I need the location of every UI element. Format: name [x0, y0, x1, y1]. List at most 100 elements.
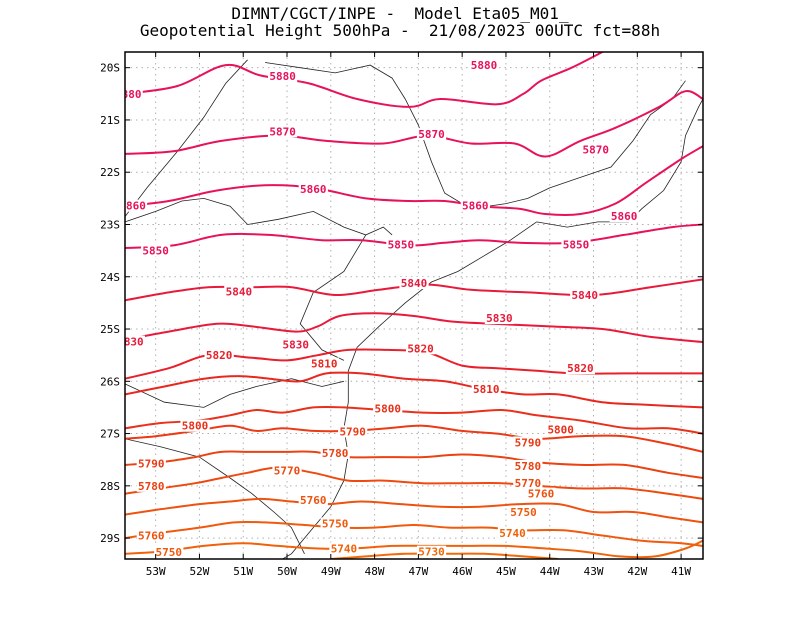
- lon-tick-label: 49W: [321, 565, 341, 578]
- label-background: [224, 285, 254, 298]
- label-background: [125, 87, 143, 100]
- contour-label: 5850: [388, 238, 415, 251]
- contour-label: 5800: [547, 423, 574, 436]
- contour-label: 5850: [142, 245, 169, 258]
- grid-lines: [125, 52, 703, 559]
- label-background: [609, 210, 639, 223]
- label-background: [546, 423, 576, 436]
- label-background: [399, 277, 429, 290]
- label-background: [416, 128, 447, 141]
- lat-tick-label: 20S: [100, 62, 120, 75]
- label-background: [320, 446, 350, 459]
- label-background: [570, 289, 600, 302]
- label-background: [125, 335, 145, 348]
- contour-line-5760: [125, 497, 703, 524]
- longitude-axis: 53W 52W 51W 50W 49W 48W 47W 46W 45W 44W 43W 42W 41W: [146, 52, 691, 578]
- contour-line-5770: [125, 466, 703, 500]
- contour-label: 5850: [563, 238, 590, 251]
- label-background: [136, 479, 166, 492]
- border-line: [536, 98, 703, 228]
- label-background: [513, 436, 543, 449]
- contour-label: 5860: [300, 183, 327, 196]
- lat-tick-label: 27S: [100, 428, 120, 441]
- label-background: [565, 362, 595, 375]
- label-background: [268, 70, 298, 83]
- contour-label: 5840: [226, 285, 253, 298]
- contour-label: 5790: [339, 425, 366, 438]
- label-background: [268, 125, 298, 138]
- label-background: [484, 312, 514, 325]
- label-background: [320, 517, 350, 530]
- lon-tick-label: 47W: [408, 565, 428, 578]
- contour-label: 5780: [515, 460, 542, 473]
- label-background: [471, 383, 501, 396]
- contour-label: 5820: [206, 349, 233, 362]
- contour-label: 5870: [582, 144, 609, 157]
- contour-label: 5790: [138, 457, 165, 470]
- map-title: DIMNT/CGCT/INPE - Model Eta05_M01_ Geopot…: [0, 5, 800, 39]
- contour-label: 5830: [283, 339, 310, 352]
- contour-label: 5730: [418, 546, 445, 559]
- lon-tick-label: 50W: [277, 565, 297, 578]
- lat-tick-label: 24S: [100, 271, 120, 284]
- contour-label: 5790: [515, 436, 542, 449]
- border-line: [125, 59, 248, 217]
- lat-tick-label: 25S: [100, 323, 120, 336]
- contour-label: 5760: [138, 529, 165, 542]
- contour-label: 5800: [374, 402, 401, 415]
- border-line: [125, 197, 248, 225]
- lat-tick-label: 26S: [100, 375, 120, 388]
- contour-label: 5860: [462, 200, 489, 213]
- contour-label: 5840: [401, 277, 428, 290]
- contour-label: 5770: [274, 465, 301, 478]
- contour-line-5860: [125, 145, 703, 217]
- label-background: [561, 238, 591, 251]
- contour-label: 880: [122, 88, 142, 101]
- contour-label: 5840: [572, 289, 599, 302]
- contour-label: 5740: [331, 543, 358, 556]
- contour-label: 5820: [407, 342, 434, 355]
- lat-tick-label: 23S: [100, 218, 120, 231]
- lon-tick-label: 43W: [584, 565, 604, 578]
- lon-tick-label: 45W: [496, 565, 516, 578]
- contour-label: 5870: [418, 128, 445, 141]
- label-background: [272, 464, 302, 477]
- contour-label: 5750: [510, 506, 537, 519]
- label-background: [125, 199, 148, 212]
- contour-label: 5870: [269, 125, 296, 138]
- lon-tick-label: 42W: [627, 565, 647, 578]
- lon-tick-label: 48W: [365, 565, 385, 578]
- lat-tick-label: 21S: [100, 114, 120, 127]
- label-background: [508, 505, 539, 518]
- contour-line-5780: [125, 450, 703, 479]
- label-background: [281, 338, 311, 351]
- contour-label: 5750: [322, 517, 349, 530]
- border-line: [265, 62, 686, 210]
- title-line-2: Geopotential Height 500hPa - 21/08/2023 …: [139, 21, 661, 40]
- label-background: [136, 457, 166, 470]
- label-background: [154, 546, 184, 559]
- contour-line-5790: [125, 424, 703, 453]
- label-background: [338, 425, 368, 438]
- label-background: [329, 542, 359, 555]
- label-background: [526, 487, 556, 500]
- plot-frame: [124, 51, 704, 560]
- lon-tick-label: 52W: [190, 565, 210, 578]
- contour-label: 5860: [611, 210, 638, 223]
- label-background: [513, 477, 543, 490]
- contour-label: 5740: [499, 527, 526, 540]
- contour-line-5750: [125, 520, 703, 547]
- lon-tick-label: 44W: [540, 565, 560, 578]
- label-background: [469, 59, 499, 72]
- border-line: [299, 234, 367, 361]
- contour-label: 5760: [300, 494, 327, 507]
- contour-line-5870: [125, 90, 703, 158]
- contour-labels: 5880 5880 880 5870 5870 5870 5860 5860 5860 860 58…: [122, 59, 639, 559]
- contour-label: 5810: [311, 358, 338, 371]
- label-background: [386, 238, 416, 251]
- lat-tick-label: 28S: [100, 480, 120, 493]
- label-background: [513, 459, 543, 472]
- label-background: [309, 357, 339, 370]
- lon-tick-label: 51W: [233, 565, 253, 578]
- contour-line-5880: [125, 52, 603, 108]
